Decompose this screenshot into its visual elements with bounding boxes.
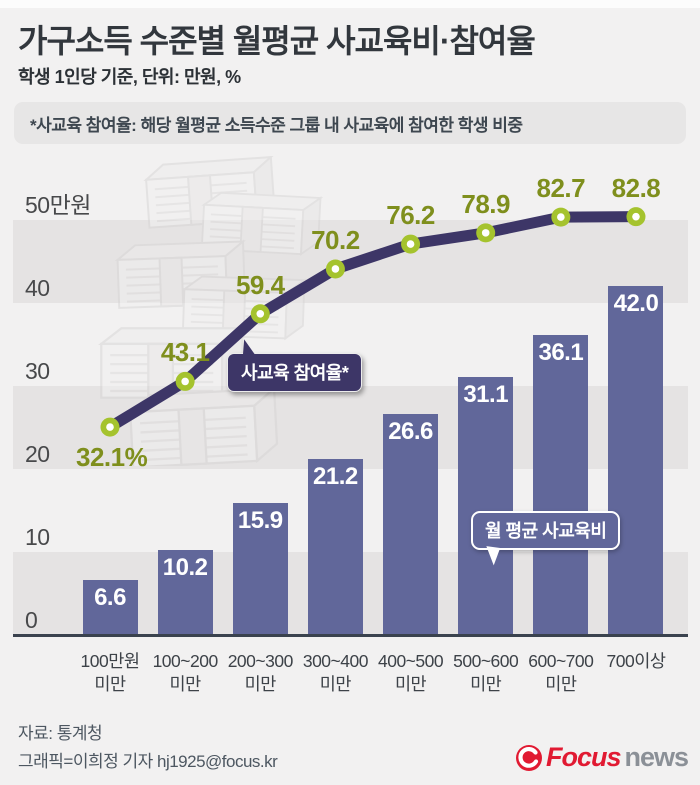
category-line1: 200~300 <box>227 651 294 671</box>
bar-100만원: 6.6 <box>82 580 138 635</box>
category-line2: 미만 <box>94 674 126 694</box>
page-title: 가구소득 수준별 월평균 사교육비·참여율 <box>18 23 536 59</box>
x-axis-category-label: 600~700 미만 <box>516 650 606 696</box>
category-line2: 미만 <box>244 674 277 694</box>
line-marker <box>476 223 496 243</box>
bar-value-label: 10.2 <box>162 554 208 582</box>
line-value-label: 82.8 <box>611 172 661 203</box>
line-value-label: 59.4 <box>235 269 285 300</box>
category-line2: 미만 <box>169 674 202 694</box>
bar-100~200: 10.2 <box>157 550 213 635</box>
category-line1: 300~400 <box>302 651 369 671</box>
note-text: *사교육 참여율: 해당 월평균 소득수준 그룹 내 사교육에 참여한 학생 비… <box>30 115 523 135</box>
category-line2: 미만 <box>319 674 352 694</box>
y-axis-tick-label: 30 <box>25 358 50 384</box>
bar-400~500: 26.6 <box>383 414 439 635</box>
bar-value-label: 15.9 <box>237 507 283 535</box>
bar-300~400: 21.2 <box>307 459 363 635</box>
category-line1: 100만원 <box>80 651 140 671</box>
page-subtitle: 학생 1인당 기준, 단위: 만원, % <box>18 67 241 87</box>
x-axis-line <box>13 634 688 637</box>
line-value-label: 32.1% <box>76 442 148 473</box>
line-value-label: 43.1 <box>160 337 210 368</box>
bar-value-label: 31.1 <box>463 380 509 408</box>
category-line1: 400~500 <box>377 651 444 671</box>
line-marker <box>551 207 571 227</box>
line-value-label: 82.7 <box>536 173 586 204</box>
line-marker <box>626 207 646 227</box>
bar-600~700: 36.1 <box>533 335 589 635</box>
bar-series-label-bubble: 월 평균 사교육비 <box>471 511 621 550</box>
x-axis-category-label: 300~400 미만 <box>290 650 380 696</box>
bar-value-label: 6.6 <box>94 584 126 612</box>
bar-700이상: 42.0 <box>608 286 664 635</box>
line-series-label-bubble: 사교육 참여율* <box>227 353 363 392</box>
x-axis-category-label: 500~600 미만 <box>441 650 531 696</box>
top-strip <box>0 0 700 8</box>
bar-200~300: 15.9 <box>232 503 288 635</box>
category-line1: 100~200 <box>152 651 219 671</box>
bar-value-label: 36.1 <box>538 339 584 367</box>
note-box: *사교육 참여율: 해당 월평균 소득수준 그룹 내 사교육에 참여한 학생 비… <box>14 102 686 144</box>
x-axis-category-label: 700이상 <box>591 650 681 673</box>
line-value-label: 76.2 <box>386 200 435 231</box>
participation-line <box>104 211 642 433</box>
logo-brand-text: Focus <box>545 742 622 772</box>
line-value-label: 78.9 <box>461 188 510 219</box>
line-marker <box>325 259 345 279</box>
line-marker <box>250 304 270 324</box>
y-axis-tick-label: 10 <box>25 524 50 550</box>
category-line2: 미만 <box>394 674 427 694</box>
category-line2: 미만 <box>545 674 577 694</box>
y-axis-tick-label: 0 <box>25 607 38 633</box>
credit-text: 그래픽=이희정 기자 hj1925@focus.kr <box>18 752 278 771</box>
bar-value-label: 21.2 <box>313 463 358 491</box>
focus-news-logo: Focus news <box>515 742 689 773</box>
focus-news-swirl-icon <box>515 744 542 771</box>
line-marker <box>175 371 195 391</box>
y-axis-tick-label: 40 <box>25 275 50 301</box>
category-line1: 500~600 <box>453 651 519 671</box>
category-line2: 미만 <box>470 674 502 694</box>
x-axis-category-label: 400~500 미만 <box>366 650 456 696</box>
bar-value-label: 26.6 <box>388 418 433 446</box>
line-value-label: 70.2 <box>311 224 360 255</box>
logo-suffix-text: news <box>624 742 689 772</box>
bar-500~600: 31.1 <box>458 376 514 635</box>
category-line1: 700이상 <box>606 651 666 671</box>
source-text: 자료: 통계청 <box>18 724 103 743</box>
category-line1: 600~700 <box>528 651 594 671</box>
line-marker <box>401 234 421 254</box>
x-axis-category-label: 200~300 미만 <box>215 650 305 696</box>
y-axis-tick-label: 20 <box>25 441 50 467</box>
bar-value-label: 42.0 <box>613 290 659 318</box>
x-axis-category-label: 100~200 미만 <box>140 650 230 696</box>
line-marker <box>100 417 120 437</box>
y-axis-tick-label: 50만원 <box>25 192 91 218</box>
